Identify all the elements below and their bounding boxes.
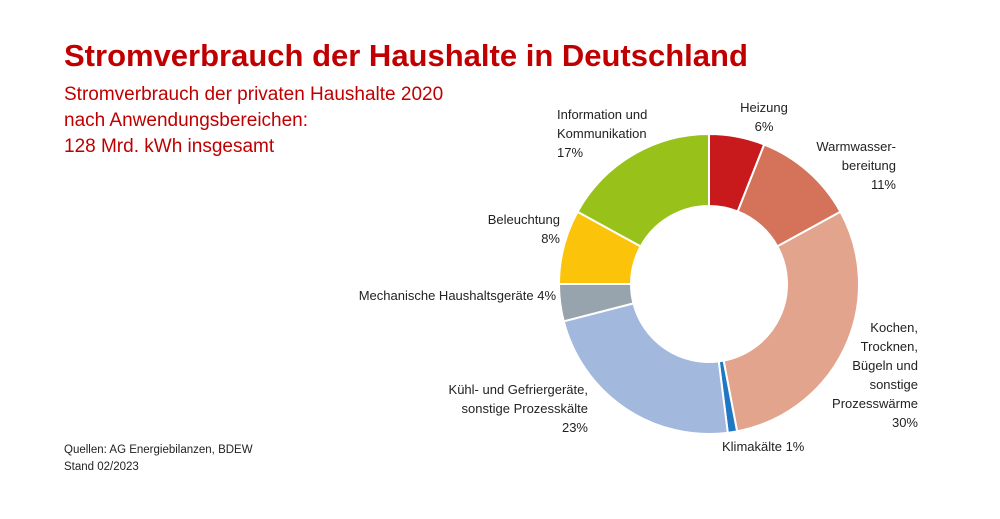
- slice-label-information: Information und Kommunikation 17%: [557, 107, 648, 160]
- subtitle-line: Stromverbrauch der privaten Haushalte 20…: [64, 84, 444, 105]
- source-note: Quellen: AG Energiebilanzen, BDEW Stand …: [64, 442, 253, 476]
- slice-label-mechanisch: Mechanische Haushaltsgeräte 4%: [358, 288, 556, 303]
- slice-label-kochen: Kochen, Trocknen, Bügeln und sonstige Pr…: [832, 320, 918, 430]
- slice-label-beleuchtung: Beleuchtung 8%: [487, 212, 560, 246]
- chart-subtitle: Stromverbrauch der privaten Haushalte 20…: [64, 82, 443, 160]
- slice-label-heizung: Heizung 6%: [740, 100, 788, 134]
- subtitle-line: nach Anwendungsbereichen:: [64, 110, 309, 131]
- slice-label-klimakaelte: Klimakälte 1%: [722, 439, 805, 454]
- slice-label-warmwasser: Warmwasser- bereitung 11%: [816, 139, 896, 192]
- slice-kochen-trocknen-bügeln-und-sonstige-prozesswärme: [722, 210, 860, 433]
- slice-information-und-kommunikation: [576, 132, 710, 248]
- slice-label-kuehl: Kühl- und Gefriergeräte, sonstige Prozes…: [448, 382, 588, 435]
- source-line: Quellen: AG Energiebilanzen, BDEW: [64, 444, 253, 456]
- stand-line: Stand 02/2023: [64, 461, 139, 473]
- subtitle-line: 128 Mrd. kWh insgesamt: [64, 136, 275, 157]
- slice-kühl-und-gefriergeräte-sonstige-prozesskälte: [562, 302, 729, 435]
- chart-title: Stromverbrauch der Haushalte in Deutschl…: [64, 38, 748, 73]
